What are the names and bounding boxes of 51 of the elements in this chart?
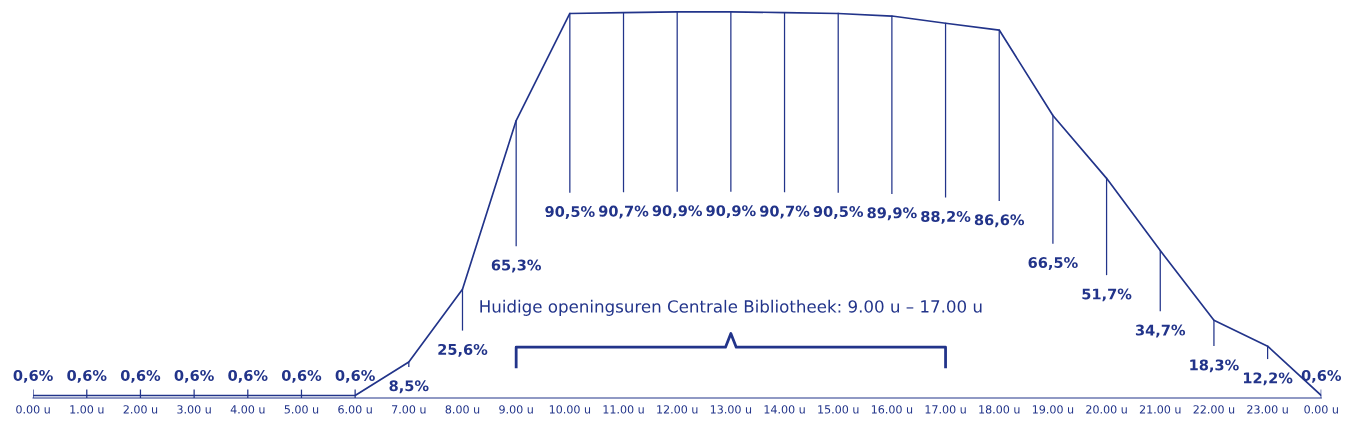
data-label: 8,5% (389, 380, 429, 394)
data-label: 12,2% (1243, 372, 1293, 386)
x-tick-label: 0.00 u (16, 405, 50, 414)
data-label: 0,6% (1301, 369, 1342, 383)
data-label: 0,6% (120, 369, 161, 383)
data-label: 0,6% (13, 369, 53, 383)
data-label: 88,2% (921, 210, 971, 224)
x-tick-label: 3.00 u (177, 405, 211, 414)
x-tick-label: 1.00 u (70, 405, 104, 414)
x-tick-label: 18.00 u (979, 405, 1020, 414)
x-tick-label: 20.00 u (1086, 405, 1127, 414)
x-tick-label: 2.00 u (123, 405, 158, 414)
data-label: 89,9% (867, 207, 917, 221)
data-label: 25,6% (438, 343, 488, 357)
data-label: 34,7% (1135, 324, 1186, 338)
x-tick-label: 8.00 u (445, 405, 480, 414)
x-tick-label: 16.00 u (871, 405, 913, 414)
data-label: 18,3% (1190, 359, 1239, 373)
data-label: 0,6% (228, 369, 268, 383)
data-label: 65,3% (491, 259, 541, 273)
data-label: 51,7% (1082, 288, 1132, 302)
data-label: 0,6% (335, 369, 375, 383)
x-tick-label: 7.00 u (392, 405, 426, 414)
x-tick-label: 13.00 u (710, 405, 752, 414)
x-tick-label: 4.00 u (230, 405, 265, 414)
x-tick-label: 15.00 u (818, 405, 859, 414)
data-label: 90,7% (759, 205, 810, 219)
x-tick-label: 11.00 u (603, 405, 644, 414)
data-label: 0,6% (174, 369, 214, 383)
x-tick-label: 22.00 u (1193, 405, 1235, 414)
data-label: 90,5% (813, 206, 864, 219)
x-tick-label: 19.00 u (1032, 405, 1074, 414)
x-tick-label: 5.00 u (284, 405, 319, 414)
data-label: 0,6% (281, 369, 322, 383)
x-tick-label: 17.00 u (925, 405, 966, 414)
data-label: 0,6% (67, 369, 107, 383)
x-tick-label: 9.00 u (499, 405, 533, 414)
data-label: 90,5% (545, 206, 595, 219)
x-tick-label: 23.00 u (1247, 405, 1288, 414)
annotation: Huidige openingsuren Centrale Bibliotheek: 9.00 u – 17.00 u (480, 299, 982, 316)
data-label: 90,9% (706, 205, 756, 219)
data-label: 90,7% (598, 205, 649, 219)
x-tick-label: 10.00 u (549, 405, 591, 414)
x-tick-label: 12.00 u (657, 405, 698, 414)
x-tick-label: 21.00 u (1139, 405, 1181, 414)
x-tick-label: 6.00 u (338, 405, 372, 414)
x-tick-label: 0.00 u (1304, 405, 1338, 414)
data-label: 66,5% (1028, 257, 1078, 270)
data-label: 90,9% (652, 205, 703, 219)
data-label: 86,6% (974, 214, 1025, 228)
x-tick-label: 14.00 u (764, 405, 805, 414)
